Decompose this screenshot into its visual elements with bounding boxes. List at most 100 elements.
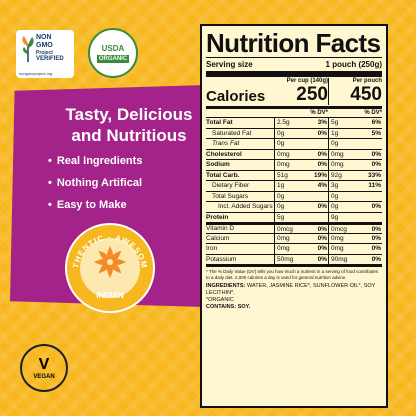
dv-pouch: 5% — [371, 129, 381, 137]
feature-item: Easy to Make — [48, 194, 142, 216]
nutrient-label: Trans Fat — [212, 140, 240, 148]
non-gmo-url: nongmoproject.org — [19, 71, 53, 76]
nutrient-row: Vitamin D 0mcg 0% 0mcg 0% — [206, 222, 382, 233]
nutrient-label: Total Carb. — [206, 171, 240, 179]
nutrient-label: Vitamin D — [206, 225, 235, 233]
amount-pouch: 0g — [328, 202, 355, 212]
amount-pouch: 0mg — [328, 149, 355, 159]
nutrient-label: Protein — [206, 213, 229, 221]
dv-cup: 4% — [317, 182, 327, 189]
nutrient-row: Total Sugars 0g 0g — [206, 190, 382, 202]
amount-cup: 0mg — [274, 160, 301, 170]
amount-cup: 0mg — [274, 233, 301, 243]
amount-pouch: 90mg — [328, 254, 355, 264]
amount-cup: 0mg — [274, 244, 301, 254]
nutrient-row: Calcium 0mg 0% 0mg 0% — [206, 232, 382, 243]
amount-pouch: 0mg — [328, 233, 355, 243]
amount-cup: 0g — [274, 191, 301, 201]
serving-size-row: Serving size 1 pouch (250g) — [206, 58, 382, 71]
nutrient-row: Iron 0mg 0% 0mg 0% — [206, 243, 382, 254]
dv-pouch: 0% — [371, 255, 381, 263]
amount-pouch: 92g — [328, 170, 355, 180]
authentic-indian-emblem: AUTHENTIC · AWESOME · INDIAN — [64, 222, 155, 313]
amount-pouch: 3g — [328, 181, 355, 191]
dv-pouch — [355, 139, 382, 149]
serving-label: Serving size — [206, 60, 253, 69]
feature-item: Real Ingredients — [48, 150, 143, 172]
butterfly-leaf-icon — [22, 36, 34, 62]
amount-pouch: 9g — [328, 212, 355, 222]
dv-cup: 3% — [317, 119, 327, 126]
vegan-letter: V — [38, 355, 50, 373]
amount-cup: 0g — [274, 139, 301, 149]
dv-cup: 0% — [317, 161, 327, 168]
nutrient-row: Cholesterol 0mg 0% 0mg 0% — [206, 148, 382, 159]
usda-organic-seal: USDA ORGANIC — [88, 28, 138, 78]
organic-note: *ORGANIC — [206, 297, 234, 303]
non-gmo-badge: NON GMO Project VERIFIED nongmoproject.o… — [16, 30, 74, 78]
dv-pouch — [355, 192, 382, 202]
dv-cup: 0% — [317, 129, 327, 137]
nutrient-label: Cholesterol — [206, 150, 242, 158]
nutrient-row: Dietary Fiber 1g 4% 3g 11% — [206, 180, 382, 191]
amount-pouch: 0g — [328, 191, 355, 201]
dv-cup: 0% — [317, 234, 327, 242]
ingredients-label: INGREDIENTS: — [206, 283, 246, 289]
dv-pouch: 0% — [371, 226, 381, 233]
serving-value: 1 pouch (250g) — [325, 60, 382, 69]
dv-pouch: 6% — [371, 119, 381, 126]
dv-pouch: 0% — [371, 234, 381, 242]
amount-pouch: 0mg — [328, 244, 355, 254]
nutrient-label: Total Sugars — [212, 192, 249, 200]
amount-pouch: 0g — [328, 139, 355, 149]
dv-cup — [301, 139, 328, 149]
dv-pouch: 0% — [371, 245, 381, 252]
amount-pouch: 1g — [328, 128, 355, 138]
dv-cup: 0% — [317, 255, 327, 263]
nutrient-row: Total Carb. 51g 19% 92g 33% — [206, 169, 382, 180]
ingredients-text: WATER, JASMINE RICE*, SUNFLOWER OIL*, SO… — [206, 283, 376, 296]
nutrition-facts-panel: Nutrition Facts Serving size 1 pouch (25… — [200, 24, 388, 408]
calories-label: Calories — [206, 88, 266, 105]
nutrient-row: Total Fat 2.5g 3% 5g 6% — [206, 117, 382, 128]
nutrient-row: Saturated Fat 0g 0% 1g 5% — [206, 127, 382, 138]
nutrient-label: Potassium — [206, 255, 237, 263]
calories-row: Calories Per cup (140g) 250 Per pouch 45… — [206, 77, 382, 106]
usda-text: USDA — [101, 43, 125, 53]
amount-cup: 50mg — [274, 254, 301, 264]
dv-cup: 0% — [317, 226, 327, 233]
non-gmo-text: NON GMO Project VERIFIED — [36, 34, 64, 62]
dv-pouch: 0% — [371, 150, 381, 158]
amount-cup: 1g — [274, 181, 301, 191]
amount-cup: 2.5g — [274, 118, 301, 128]
nutrient-row: Incl. Added Sugars 0g 0% 0g 0% — [206, 201, 382, 212]
vegan-text: VEGAN — [33, 373, 55, 380]
amount-pouch: 0mcg — [328, 225, 355, 233]
emblem-center-text: INDIAN — [96, 291, 124, 300]
amount-cup: 0mcg — [274, 225, 301, 233]
amount-cup: 0mg — [274, 149, 301, 159]
dv-cup — [301, 192, 328, 202]
nutrient-label: Saturated Fat — [212, 129, 252, 137]
dv-pouch: 11% — [368, 182, 381, 189]
dv-cup: 0% — [317, 150, 327, 158]
dv-pouch: 0% — [371, 203, 381, 210]
amount-pouch: 5g — [328, 118, 355, 128]
calories-col-cup: Per cup (140g) 250 — [286, 78, 328, 105]
dv-pouch — [355, 213, 382, 223]
amount-cup: 0g — [274, 128, 301, 138]
dv-cup: 0% — [317, 245, 327, 252]
nutrient-rows: Total Fat 2.5g 3% 5g 6% Saturated Fat 0g 0% 1g 5%… — [206, 117, 382, 264]
nutrient-label: Iron — [206, 245, 218, 253]
nutrient-label: Calcium — [206, 234, 230, 242]
nutrient-row: Potassium 50mg 0% 90mg 0% — [206, 253, 382, 264]
ingredients-block: INGREDIENTS: WATER, JASMINE RICE*, SUNFL… — [206, 280, 382, 311]
contains-text: SOY. — [237, 304, 251, 310]
feature-list: Real Ingredients Nothing Artifical Easy … — [48, 150, 143, 216]
vegan-badge: V VEGAN — [20, 344, 68, 392]
nutrient-label: Total Fat — [206, 119, 233, 127]
dv-header: % DV* % DV* — [310, 110, 382, 116]
calories-col-pouch: Per pouch 450 — [328, 78, 382, 105]
dv-cup: 0% — [317, 203, 327, 210]
